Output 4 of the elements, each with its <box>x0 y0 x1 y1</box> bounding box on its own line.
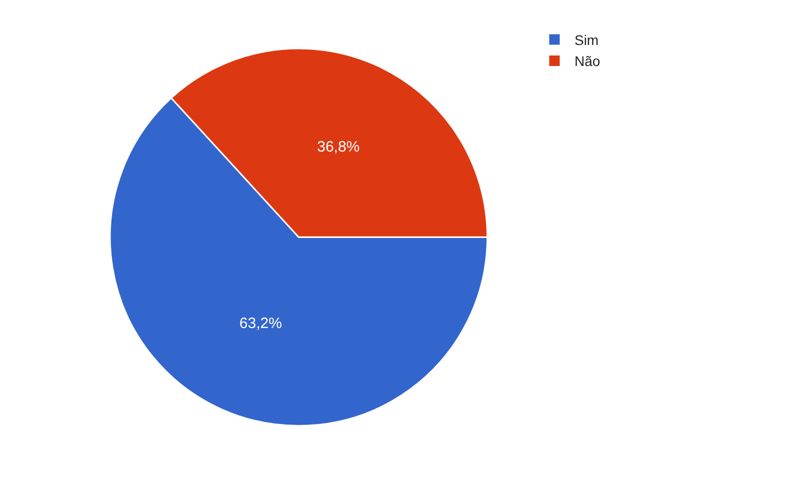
data-label: 36,8% <box>317 138 360 156</box>
legend-label: Sim <box>574 32 599 48</box>
legend-label: Não <box>574 53 600 70</box>
data-label: 63,2% <box>239 314 282 332</box>
